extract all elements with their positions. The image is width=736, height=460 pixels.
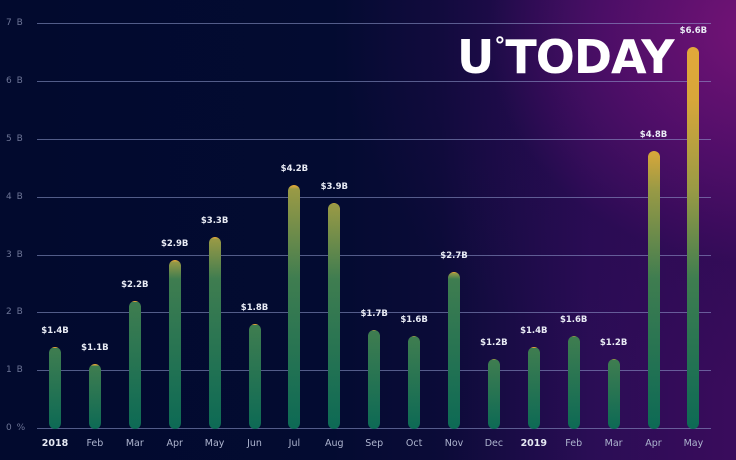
y-tick-label: 5 B [6,134,24,144]
gridline [37,139,711,140]
x-tick-label: 2019 [520,438,548,449]
x-tick-label: Apr [166,438,183,449]
utoday-logo: U°TODAY [457,34,675,80]
bar [128,300,141,429]
bar [408,335,421,429]
bar-value-label: $1.6B [559,314,588,325]
x-tick-label: May [204,438,225,449]
x-tick-label: Aug [325,438,344,449]
x-tick-label: Feb [86,438,104,449]
bar [687,46,700,429]
x-tick-label: Apr [645,438,662,449]
y-tick-label: 3 B [6,250,24,260]
bar [248,323,261,429]
bar [527,347,540,429]
bar-value-label: $2.9B [160,239,189,250]
x-tick-label: Dec [484,438,504,449]
bar-value-label: $3.3B [200,216,229,227]
x-tick-label: 2018 [41,438,69,449]
logo-text: TODAY [505,30,674,84]
bar-value-label: $1.8B [240,302,269,313]
bar [168,260,181,429]
bar [208,237,221,429]
y-tick-label: 2 B [6,307,24,317]
gridline [37,23,711,24]
bar-value-label: $3.9B [320,181,349,192]
bar-value-label: $2.7B [440,250,468,261]
x-tick-label: Jul [288,438,301,449]
bar [607,358,620,429]
bar [487,358,500,429]
bar-value-label: $1.2B [599,337,628,348]
bar [49,347,61,429]
x-tick-label: Sep [365,438,384,449]
x-tick-label: Mar [604,438,623,449]
bar [328,202,341,429]
gridline [37,81,711,82]
gridline [37,197,711,198]
bar [448,271,460,429]
gridline [37,312,711,313]
x-tick-label: Oct [405,438,423,449]
gridline [37,255,711,256]
bar-value-label: $4.2B [280,164,309,175]
bar-value-label: $1.4B [520,326,548,337]
bar-value-label: $1.7B [360,308,388,319]
y-tick-label: 4 B [6,192,24,202]
x-tick-label: Nov [444,438,464,449]
x-tick-label: Mar [125,438,144,449]
bar-value-label: $2.2B [121,279,149,290]
x-tick-label: Feb [565,438,583,449]
logo-u: U [457,30,494,84]
bar-value-label: $1.2B [480,337,508,348]
bar [88,364,101,429]
y-tick-label: 1 B [6,365,24,375]
bar [647,150,660,429]
bar [368,329,381,429]
bar-value-label: $1.1B [81,343,109,354]
x-tick-label: May [683,438,704,449]
bar-value-label: $4.8B [639,129,668,140]
bar-value-label: $1.6B [400,314,428,325]
bar-value-label: $6.6B [679,25,708,36]
y-tick-label: 0 % [6,423,27,433]
logo-degree: ° [494,34,505,59]
bar [288,185,301,429]
y-tick-label: 6 B [6,76,24,86]
bar-value-label: $1.4B [41,326,69,337]
y-tick-label: 7 B [6,18,24,28]
x-tick-label: Jun [247,438,262,449]
bar [567,335,580,429]
